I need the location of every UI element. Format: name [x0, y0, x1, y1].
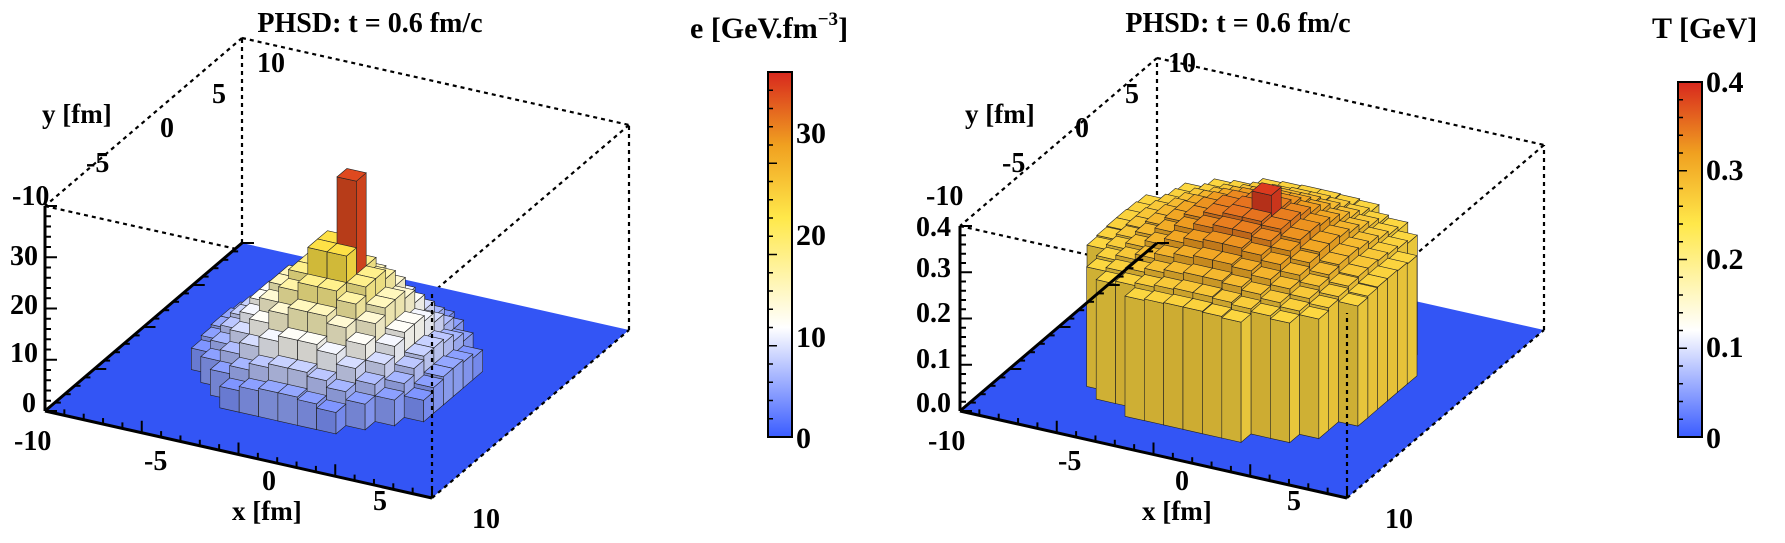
y-ticks: -10 -5 0 5 10: [12, 48, 285, 212]
box-edge: [44, 37, 243, 207]
box-edge: [431, 329, 630, 499]
colorbar-tick: 0.3: [1706, 154, 1744, 187]
y-tick: 0: [1075, 113, 1089, 144]
x-tick: 10: [1385, 504, 1413, 535]
x-tick: 0: [262, 466, 276, 497]
box-edge: [1156, 56, 1545, 147]
colorbar-title: T [GeV]: [1652, 12, 1757, 45]
y-ticks: -10 -5 0 5 10: [926, 48, 1196, 212]
colorbar-tick: 0.2: [1706, 243, 1744, 276]
bar: [1269, 310, 1301, 444]
y-tick: -10: [12, 181, 49, 212]
colorbar-tick: 0.1: [1706, 331, 1744, 364]
z-tick: 0: [22, 388, 36, 419]
bar: [403, 387, 435, 423]
x-ticks: -10 -5 0 5 10: [14, 426, 500, 535]
x-tick: -10: [14, 426, 51, 457]
z-ticks: 0.0 0.1 0.2 0.3 0.4: [916, 212, 951, 419]
bars: [190, 168, 484, 435]
x-axis-label: x [fm]: [232, 496, 302, 526]
colorbar: T [GeV] 0 0.1 0.2 0.3 0.4: [1652, 12, 1757, 455]
x-tick: 10: [472, 504, 500, 535]
panel-energy-density: PHSD: t = 0.6 fm/c y [fm] x [fm] -10 -5 …: [10, 8, 848, 535]
x-ticks: -10 -5 0 5 10: [928, 426, 1413, 535]
scene-box-front: [958, 145, 1546, 500]
z-tick: 0.4: [916, 212, 951, 243]
y-tick: 10: [1168, 48, 1196, 79]
colorbar-title: e [GeV.fm−3]: [690, 9, 848, 45]
x-tick: -5: [144, 446, 167, 477]
z-tick: 0.1: [916, 344, 951, 375]
x-tick: -5: [1058, 446, 1081, 477]
z-tick: 10: [10, 338, 38, 369]
box-edge: [431, 124, 630, 294]
z-tick: 20: [10, 290, 38, 321]
colorbar-tick-marks: [768, 71, 777, 438]
bar: [1337, 292, 1369, 427]
bar: [1221, 309, 1252, 444]
colorbar-tick: 0.4: [1706, 66, 1744, 99]
y-tick: -5: [1002, 148, 1025, 179]
panel-temperature: PHSD: t = 0.6 fm/c y [fm] x [fm] -10 -5 …: [916, 8, 1757, 535]
y-tick: -5: [86, 148, 109, 179]
box-edge: [1346, 329, 1545, 499]
panel-title: PHSD: t = 0.6 fm/c: [1125, 8, 1350, 39]
x-tick: 5: [373, 486, 387, 517]
colorbar: e [GeV.fm−3] 0 10 20 30: [690, 9, 848, 455]
z-tick: 0.3: [916, 253, 951, 284]
x-tick: 5: [1287, 486, 1301, 517]
z-tick: 0.0: [916, 388, 951, 419]
colorbar-tick: 30: [796, 117, 826, 150]
colorbar-tick-marks: [1678, 81, 1687, 438]
y-tick: 5: [212, 79, 226, 110]
box-edge: [241, 36, 630, 127]
y-tick: 10: [257, 48, 285, 79]
y-tick: -10: [926, 181, 963, 212]
bars: [1086, 178, 1418, 444]
bar: [315, 399, 347, 435]
x-tick: 0: [1175, 466, 1189, 497]
bar: [374, 387, 405, 427]
box-edge: [959, 57, 1158, 227]
z-tick: 30: [10, 241, 38, 272]
y-axis-label: y [fm]: [42, 99, 112, 129]
y-tick: 0: [160, 113, 174, 144]
bar: [345, 391, 376, 431]
y-axis-label: y [fm]: [965, 99, 1035, 129]
scene-box-front: [43, 125, 631, 500]
z-ticks: 0 10 20 30: [10, 241, 38, 419]
colorbar-tick: 0: [796, 422, 811, 455]
colorbar-tick: 20: [796, 219, 826, 252]
bar: [1298, 305, 1330, 440]
box-edge: [1346, 144, 1545, 314]
z-tick: 0.2: [916, 298, 951, 329]
x-tick: -10: [928, 426, 965, 457]
panel-title: PHSD: t = 0.6 fm/c: [257, 8, 482, 39]
y-tick: 5: [1125, 79, 1139, 110]
x-axis-label: x [fm]: [1142, 496, 1212, 526]
colorbar-tick: 10: [796, 321, 826, 354]
colorbar-tick: 0: [1706, 422, 1721, 455]
